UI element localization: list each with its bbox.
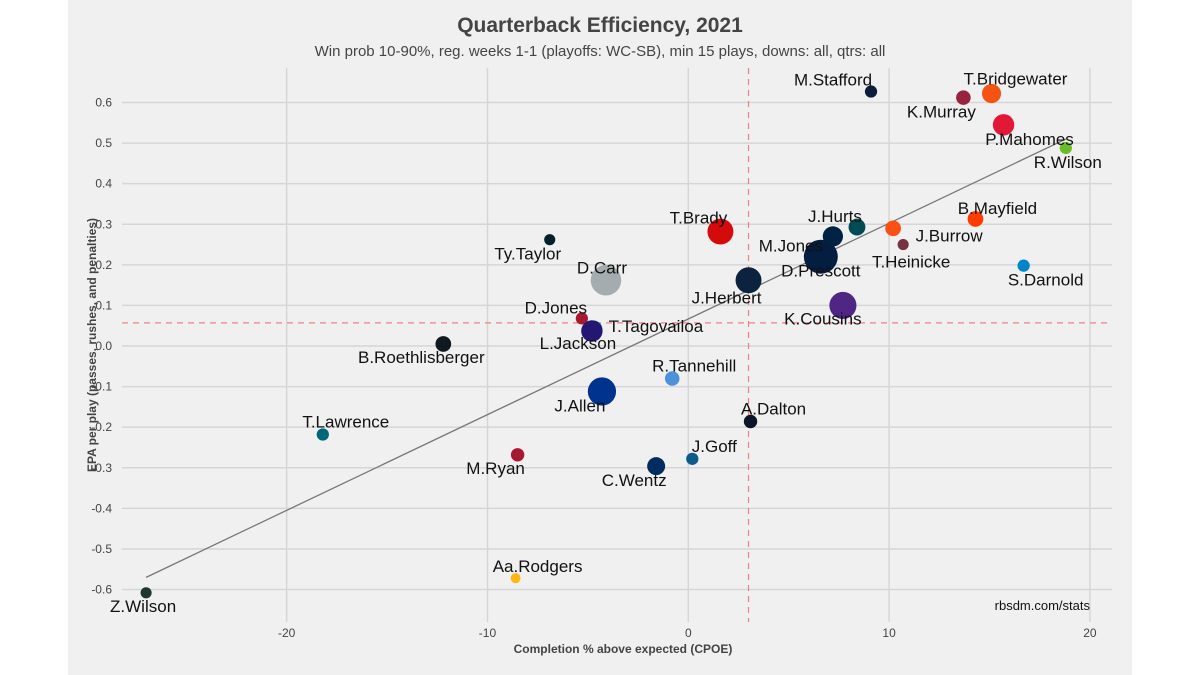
y-tick-label: 0.6 [95,95,112,109]
qb-label: K.Murray [907,103,976,122]
qb-label: A.Dalton [741,400,806,419]
qb-label: J.Allen [554,396,605,415]
y-tick-label: -0.6 [91,583,112,597]
qb-label: M.Ryan [466,459,525,478]
y-tick-label: -0.3 [91,461,112,475]
qb-label: J.Goff [692,437,737,456]
qb-label: R.Tannehill [652,356,736,375]
y-tick-label: -0.2 [91,420,112,434]
x-axis-label: Completion % above expected (CPOE) [514,642,733,656]
chart-subtitle: Win prob 10-90%, reg. weeks 1-1 (playoff… [314,43,886,60]
qb-label: M.Stafford [794,71,872,90]
qb-label: Z.Wilson [110,597,176,616]
qb-point[interactable] [664,371,680,386]
qb-point[interactable] [590,265,622,296]
qb-point[interactable] [510,573,521,584]
qb-point[interactable] [829,291,857,319]
qb-point[interactable] [956,90,971,105]
qb-label: L.Jackson [540,334,617,353]
qb-label: D.Prescott [781,262,861,281]
qb-point[interactable] [707,218,734,245]
qb-point[interactable] [743,414,758,429]
qb-point[interactable] [848,218,866,236]
qb-label: R.Wilson [1034,153,1102,172]
qb-point[interactable] [587,377,617,406]
caption: rbsdm.com/stats [995,598,1091,613]
qb-point[interactable] [981,84,1002,104]
qb-label: D.Carr [577,258,627,277]
y-tick-label: 0.2 [95,258,112,272]
qb-label: K.Cousins [784,309,861,328]
qb-point[interactable] [544,234,556,246]
y-tick-label: 0.5 [95,136,112,150]
qb-label: J.Herbert [692,288,762,307]
y-tick-label: 0.0 [95,339,112,353]
x-tick-label: -20 [278,626,296,640]
qb-label: P.Mahomes [985,130,1074,149]
qb-point[interactable] [510,448,525,462]
qb-point[interactable] [140,587,152,599]
qb-label: J.Hurts [808,207,862,226]
qb-point[interactable] [581,320,603,342]
y-tick-label: 0.1 [95,298,112,312]
qb-label: T.Tagovailoa [609,317,704,336]
qb-label: B.Roethlisberger [358,348,485,367]
qb-label: T.Bridgewater [964,70,1068,89]
qb-label: Aa.Rodgers [493,557,583,576]
qb-label: B.Mayfield [958,199,1037,218]
qb-point[interactable] [897,238,909,251]
x-tick-label: 10 [882,626,896,640]
qb-point[interactable] [1059,141,1072,155]
qb-point[interactable] [575,312,588,325]
x-tick-label: -10 [479,626,497,640]
chart-title: Quarterback Efficiency, 2021 [457,14,743,37]
qb-label: T.Lawrence [302,412,389,431]
x-tick-label: 0 [685,626,692,640]
qb-point[interactable] [864,85,878,98]
qb-point[interactable] [686,452,699,465]
qb-label: T.Heinicke [872,253,950,272]
y-axis-label: EPA per play (passes, rushes, and penalt… [85,218,99,472]
qb-point[interactable] [435,336,452,352]
y-tick-label: 0.4 [95,177,112,191]
y-tick-label: 0.3 [95,217,112,231]
trend-line [145,138,1067,578]
qb-label: J.Burrow [916,226,984,245]
y-tick-label: -0.4 [91,501,112,515]
qb-point[interactable] [967,211,984,227]
qb-point[interactable] [803,239,838,274]
qb-point[interactable] [992,114,1015,136]
x-tick-label: 20 [1083,626,1097,640]
qb-point[interactable] [647,457,666,476]
y-tick-label: -0.1 [91,380,112,394]
qb-label: Ty.Taylor [494,245,561,264]
y-tick-label: -0.5 [91,542,112,556]
qb-point[interactable] [316,428,329,441]
qb-label: C.Wentz [602,471,667,490]
qb-point[interactable] [1017,259,1030,272]
qb-label: M.Jones [759,236,823,255]
qb-label: T.Brady [670,209,728,228]
qb-label: S.Darnold [1008,271,1084,290]
qb-label: D.Jones [525,298,587,317]
qb-point[interactable] [885,220,901,237]
qb-point[interactable] [735,267,762,294]
